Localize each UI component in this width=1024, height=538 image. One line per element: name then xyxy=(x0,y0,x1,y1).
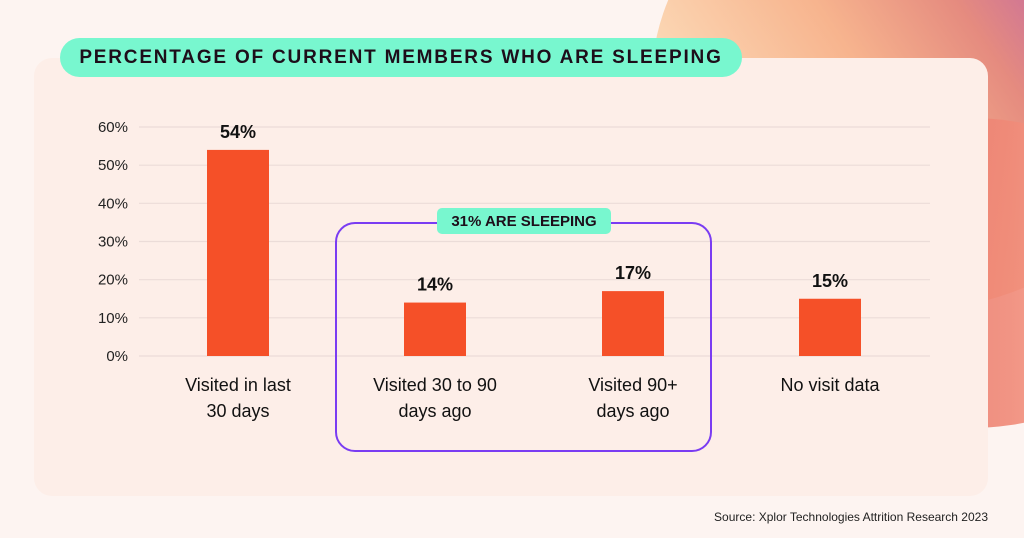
x-category-label: days ago xyxy=(398,401,471,421)
bar xyxy=(602,291,664,356)
x-category-label: Visited 30 to 90 xyxy=(373,375,497,395)
bar-value-label: 54% xyxy=(220,122,256,142)
y-tick-label: 30% xyxy=(98,234,128,251)
y-tick-label: 60% xyxy=(98,119,128,136)
bar xyxy=(799,298,861,356)
y-tick-label: 40% xyxy=(98,195,128,212)
bar-value-label: 14% xyxy=(417,275,453,295)
y-tick-label: 0% xyxy=(106,348,128,365)
chart-panel xyxy=(34,58,988,496)
x-category-label: No visit data xyxy=(780,375,880,395)
x-category-label: Visited in last xyxy=(185,375,291,395)
y-tick-label: 10% xyxy=(98,310,128,327)
x-category-label: days ago xyxy=(596,401,669,421)
sleeping-group-box xyxy=(335,222,712,452)
bar-value-label: 15% xyxy=(812,271,848,291)
x-category-label: 30 days xyxy=(206,401,269,421)
chart-title: PERCENTAGE OF CURRENT MEMBERS WHO ARE SL… xyxy=(60,38,742,77)
y-tick-label: 20% xyxy=(98,272,128,289)
bar xyxy=(404,302,466,356)
bar xyxy=(207,149,269,356)
x-category-label: Visited 90+ xyxy=(588,375,677,395)
y-tick-label: 50% xyxy=(98,157,128,174)
source-note: Source: Xplor Technologies Attrition Res… xyxy=(714,510,988,524)
bar-value-label: 17% xyxy=(615,263,651,283)
sleeping-group-label: 31% ARE SLEEPING xyxy=(437,208,611,234)
